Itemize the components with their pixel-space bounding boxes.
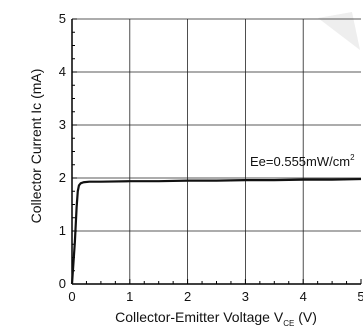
- y-tick-label: 3: [59, 117, 66, 132]
- x-tick-label: 0: [68, 289, 75, 304]
- grid: [72, 19, 361, 284]
- x-tick-label: 5: [357, 289, 363, 304]
- x-axis-title: Collector-Emitter Voltage VCE (V): [115, 309, 317, 328]
- axes: [71, 18, 362, 285]
- y-tick-label: 1: [59, 223, 66, 238]
- series-line: [70, 177, 362, 285]
- x-tick-label: 2: [184, 289, 191, 304]
- tick-labels: 0 1 2 3 4 5 0 1 2 3 4 5: [59, 11, 363, 304]
- x-axis-title-unit: (V): [294, 309, 317, 325]
- irradiance-annotation-text: Ee=0.555mW/cm: [250, 154, 350, 169]
- series-group: [70, 177, 362, 285]
- watermark-shape: [318, 12, 360, 50]
- y-tick-label: 0: [59, 276, 66, 291]
- y-tick-label: 4: [59, 64, 66, 79]
- x-axis-title-main: Collector-Emitter Voltage V: [115, 309, 284, 325]
- x-axis-title-subscript: CE: [283, 319, 294, 328]
- irradiance-annotation-superscript: 2: [350, 153, 355, 162]
- x-tick-label: 3: [242, 289, 249, 304]
- y-axis-title: Collector Current Ic (mA): [28, 69, 44, 224]
- x-tick-label: 4: [300, 289, 307, 304]
- irradiance-annotation: Ee=0.555mW/cm2: [250, 153, 355, 169]
- y-tick-label: 5: [59, 11, 66, 26]
- x-tick-label: 1: [126, 289, 133, 304]
- y-tick-label: 2: [59, 170, 66, 185]
